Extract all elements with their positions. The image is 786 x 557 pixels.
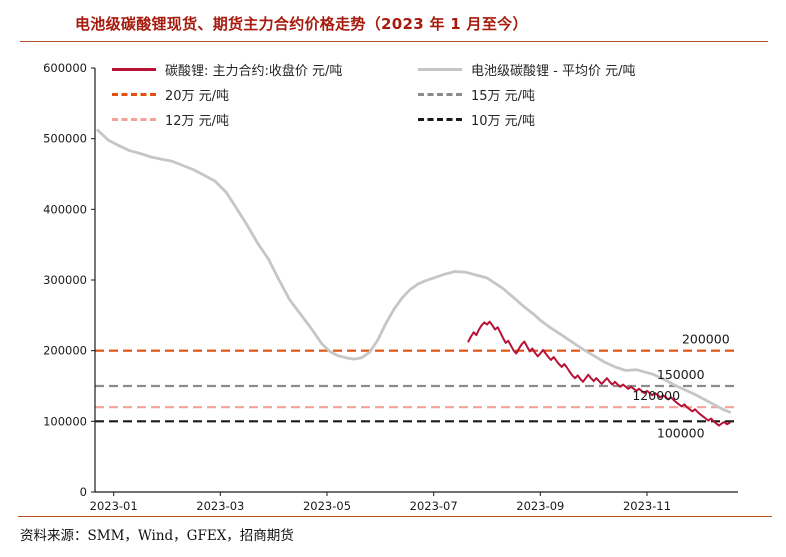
x-tick-label: 2023-01 [90,499,138,513]
title-divider [20,41,768,42]
series-futures-close [467,320,731,427]
y-tick-label: 400000 [43,202,87,216]
legend-label: 15万 元/吨 [471,88,536,104]
chart-legend: 碳酸锂: 主力合约:收盘价 元/吨 电池级碳酸锂 - 平均价 元/吨 20万 元/吨… [112,58,635,130]
y-tick-label: 600000 [43,61,87,75]
legend-item: 20万 元/吨 [112,83,418,105]
legend-label: 12万 元/吨 [165,113,230,129]
x-tick-label: 2023-11 [623,499,671,513]
legend-item: 10万 元/吨 [418,108,635,130]
series-spot-average [96,128,732,414]
y-tick-label: 300000 [43,273,87,287]
ref-line-value-label: 120000 [632,388,680,403]
legend-label: 20万 元/吨 [165,88,230,104]
legend-label: 碳酸锂: 主力合约:收盘价 元/吨 [165,63,343,79]
ref-line-value-label: 200000 [682,332,730,347]
x-tick-label: 2023-03 [196,499,244,513]
legend-swatch-dashed-line [418,92,462,96]
y-tick-label: 500000 [43,132,87,146]
ref-line-value-label: 150000 [657,367,705,382]
x-tick-label: 2023-07 [410,499,458,513]
legend-item: 15万 元/吨 [418,83,635,105]
footer-divider [18,516,772,517]
legend-label: 10万 元/吨 [471,113,536,129]
y-tick-label: 200000 [43,344,87,358]
legend-swatch-solid-line [418,67,462,71]
x-tick-label: 2023-05 [303,499,351,513]
y-tick-label: 0 [80,485,87,499]
legend-item: 12万 元/吨 [112,108,418,130]
legend-item: 碳酸锂: 主力合约:收盘价 元/吨 [112,58,418,80]
legend-swatch-dashed-line [112,117,156,121]
legend-swatch-solid-line [112,67,156,71]
legend-swatch-dashed-line [418,117,462,121]
legend-item: 电池级碳酸锂 - 平均价 元/吨 [418,58,635,80]
chart-title: 电池级碳酸锂现货、期货主力合约价格走势（2023 年 1 月至今） [75,15,528,33]
y-tick-label: 100000 [43,414,87,428]
legend-label: 电池级碳酸锂 - 平均价 元/吨 [471,63,636,79]
ref-line-value-label: 100000 [657,425,705,440]
legend-swatch-dashed-line [112,92,156,96]
x-tick-label: 2023-09 [516,499,564,513]
data-source-note: 资料来源：SMM，Wind，GFEX，招商期货 [20,528,294,544]
